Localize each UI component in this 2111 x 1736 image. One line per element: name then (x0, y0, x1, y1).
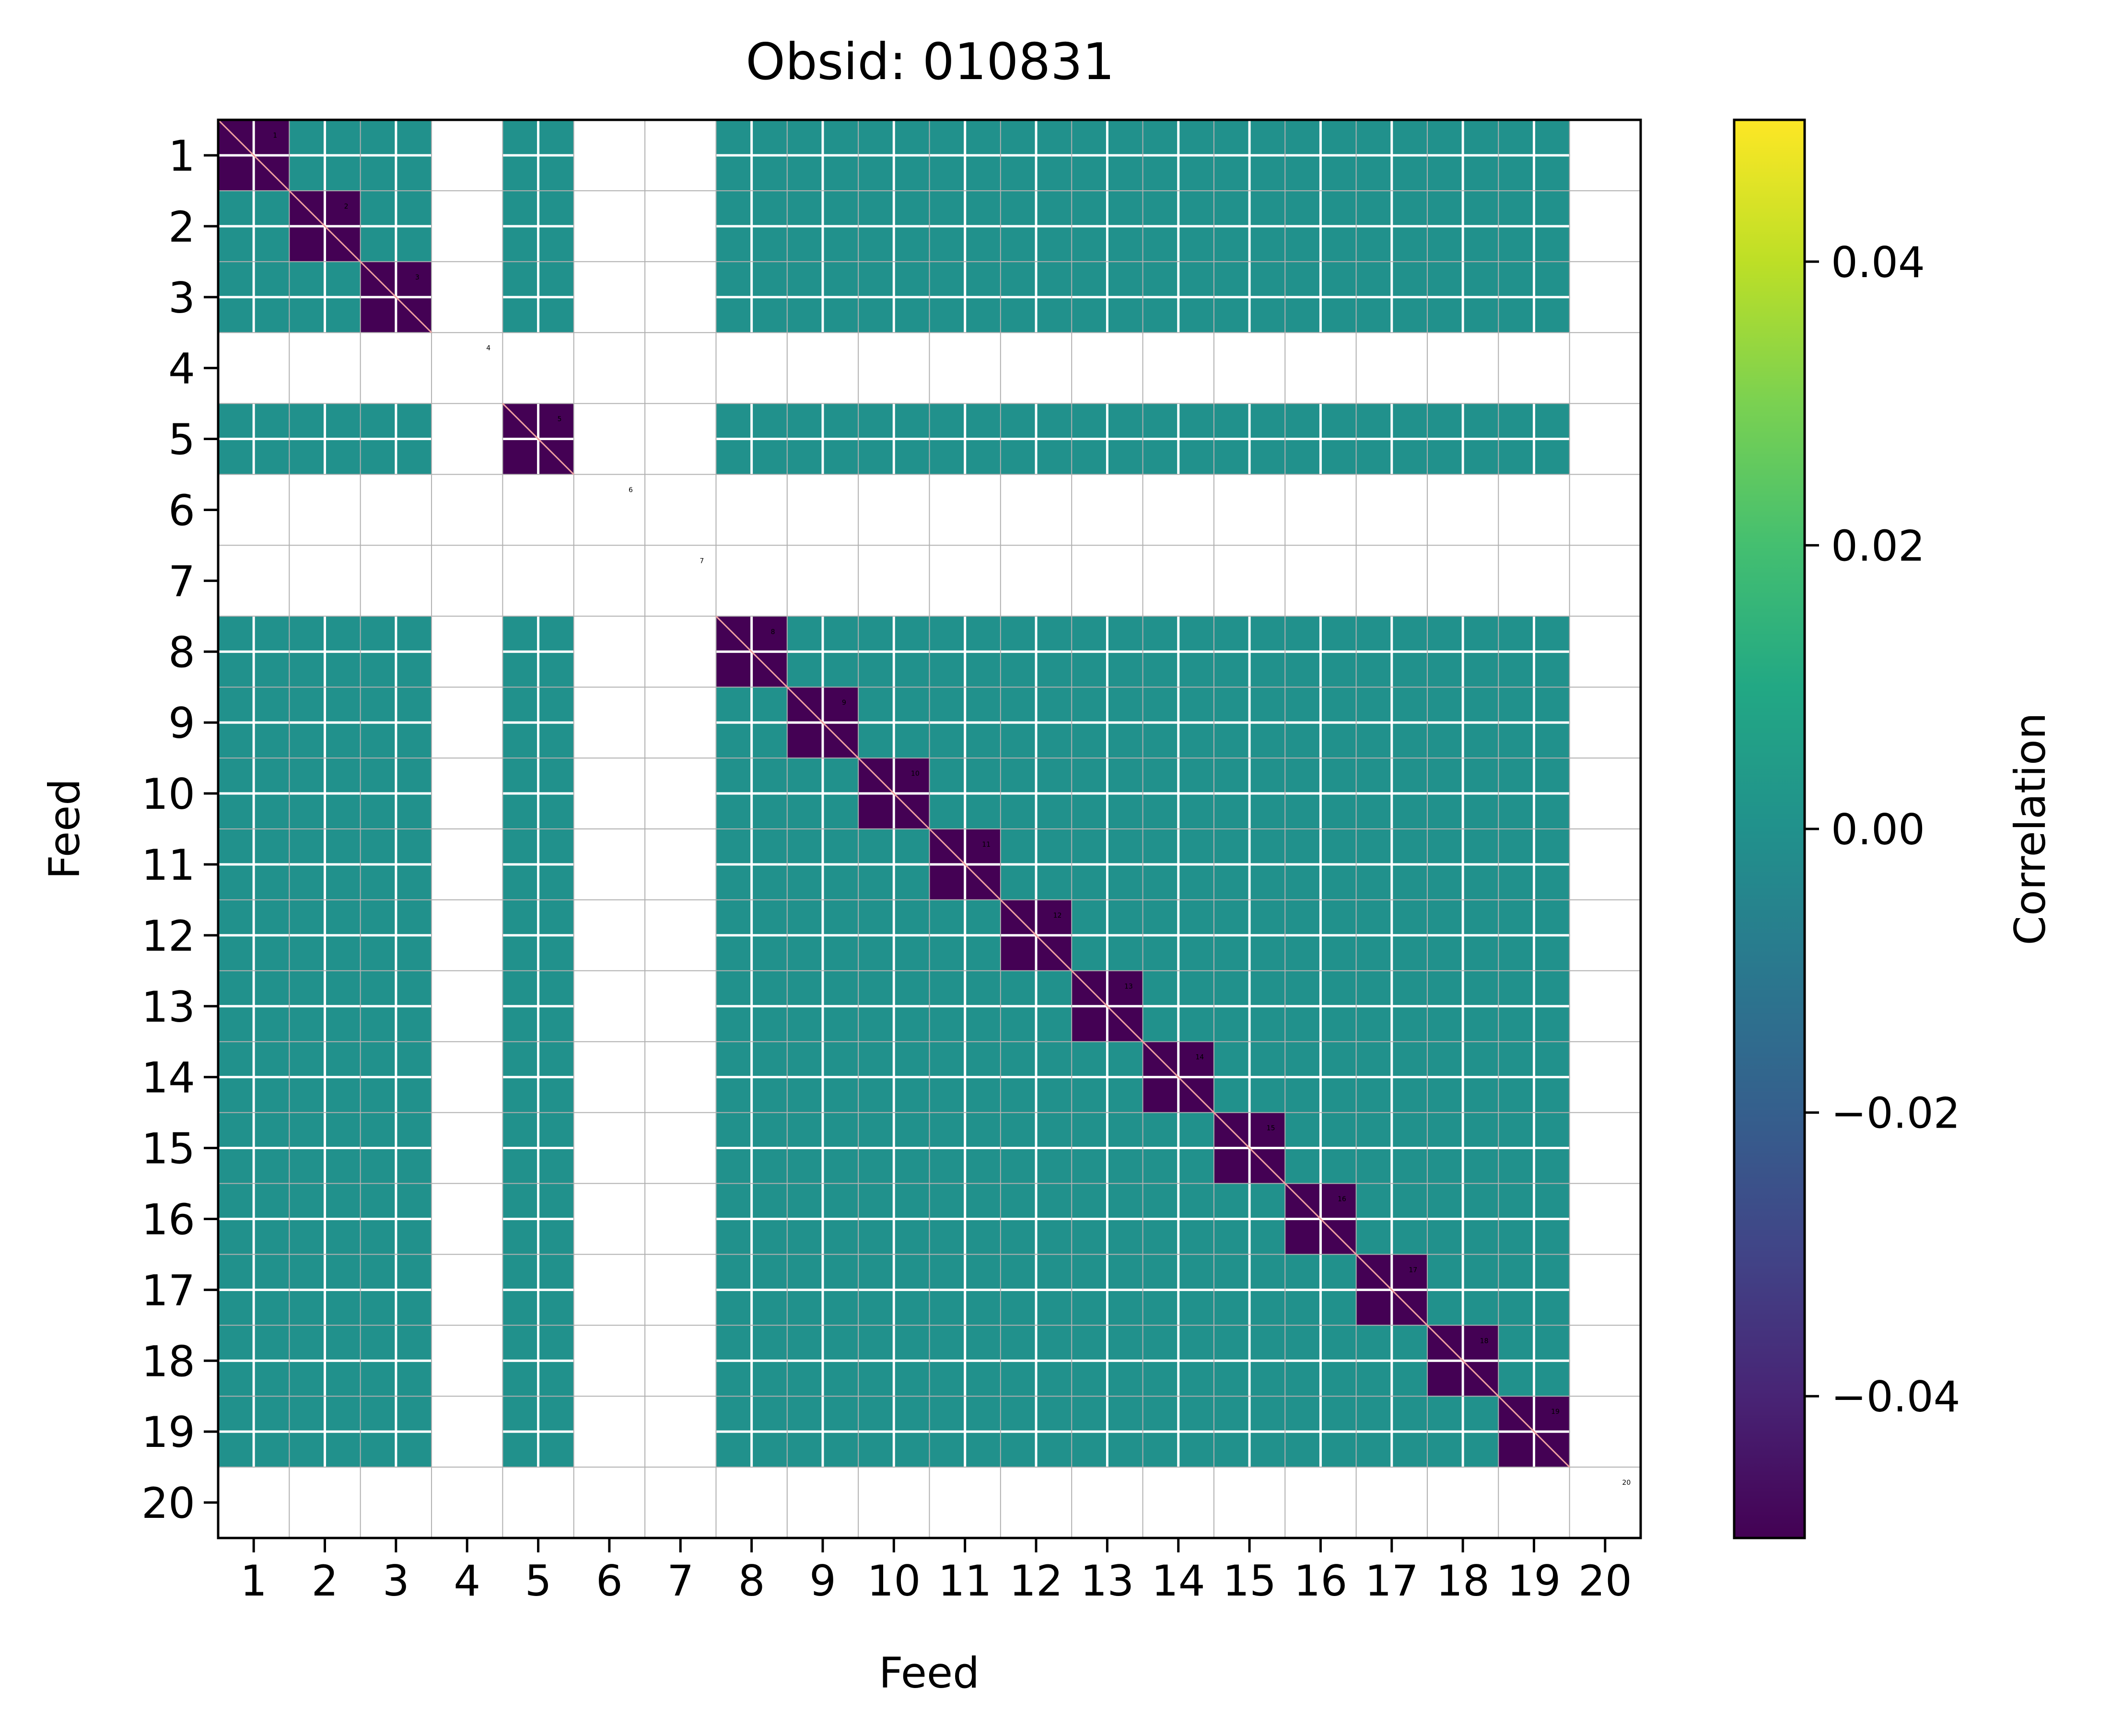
x-tick-labels: 1 2 3 4 5 6 7 8 9 10 11 12 13 14 15 16 17 18 19 20 (240, 1556, 1632, 1606)
diagonal-line (786, 687, 859, 759)
y-tick-label: 12 (141, 911, 195, 961)
x-tick-label: 9 (809, 1556, 836, 1606)
x-tick-label: 1 (240, 1556, 267, 1606)
colorbar-tick-label: −0.04 (1831, 1372, 1960, 1421)
x-tick-label: 13 (1080, 1556, 1134, 1606)
diagonal-line (1498, 1396, 1570, 1468)
diagonal-line (858, 757, 930, 830)
y-tick-label: 17 (141, 1266, 195, 1315)
y-tick-label: 9 (168, 699, 195, 748)
diagonal-line (1426, 1325, 1499, 1397)
x-tick-marks (252, 1538, 1607, 1552)
diagonal-feed-label: 7 (700, 557, 704, 565)
y-tick-label: 10 (141, 769, 195, 819)
diagonal-line (1071, 970, 1143, 1042)
diagonal-feed-label: 6 (629, 486, 633, 494)
x-tick-label: 15 (1223, 1556, 1276, 1606)
diagonal-line (502, 403, 574, 475)
x-tick-label: 16 (1294, 1556, 1347, 1606)
y-tick-label: 4 (168, 344, 195, 394)
y-tick-label: 11 (141, 840, 195, 890)
y-tick-label: 18 (141, 1337, 195, 1386)
diagonal-feed-label: 20 (1622, 1479, 1631, 1487)
diagonal-feed-label: 4 (486, 345, 490, 352)
y-tick-label: 1 (168, 131, 195, 181)
diagonal-line (1355, 1254, 1428, 1326)
diagonal-line (289, 190, 361, 262)
y-tick-label: 2 (168, 202, 195, 252)
diagonal-feed-label: 1 (273, 132, 277, 140)
colorbar: −0.04 −0.02 0.00 0.02 0.04 Correlation (1733, 118, 2055, 1539)
diagonal-feed-label: 18 (1480, 1337, 1489, 1345)
diagonal-feed-label: 12 (1053, 912, 1062, 920)
diagonal-feed-label: 17 (1409, 1266, 1417, 1274)
y-tick-marks (204, 154, 218, 1504)
x-axis: 1 2 3 4 5 6 7 8 9 10 11 12 13 14 15 16 17 18 19 20 Feed (240, 1538, 1632, 1698)
x-tick-label: 2 (312, 1556, 338, 1606)
y-tick-label: 8 (168, 628, 195, 677)
diagonal-feed-label: 13 (1124, 983, 1133, 990)
diagonal-feed-label: 16 (1338, 1195, 1346, 1203)
y-tick-label: 16 (141, 1195, 195, 1244)
x-tick-label: 5 (525, 1556, 552, 1606)
diagonal-line (715, 616, 788, 688)
colorbar-tick-label: 0.00 (1831, 805, 1925, 854)
diagonal-feed-label: 5 (558, 416, 562, 423)
y-tick-label: 15 (141, 1124, 195, 1174)
chart-title: Obsid: 010831 (746, 33, 1114, 91)
colorbar-tick-label: −0.02 (1831, 1089, 1960, 1138)
colorbar-gradient (1733, 118, 1806, 1539)
plot-frame (217, 118, 1642, 1539)
x-tick-label: 6 (596, 1556, 623, 1606)
x-tick-label: 3 (383, 1556, 409, 1606)
diagonal-feed-label: 9 (842, 699, 846, 707)
diagonal-line (1142, 1041, 1214, 1113)
x-tick-label: 17 (1365, 1556, 1419, 1606)
y-tick-label: 6 (168, 486, 195, 535)
diagonal-line (360, 261, 432, 333)
y-tick-label: 19 (141, 1408, 195, 1457)
y-tick-label: 13 (141, 982, 195, 1032)
x-axis-label: Feed (879, 1648, 980, 1698)
x-tick-label: 20 (1578, 1556, 1632, 1606)
colorbar-ticks: −0.04 −0.02 0.00 0.02 0.04 (1805, 238, 1960, 1421)
diagonal-feed-label: 2 (344, 203, 349, 210)
y-tick-label: 20 (141, 1479, 195, 1528)
colorbar-label: Correlation (2006, 712, 2055, 945)
diagonal-feed-label: 15 (1267, 1125, 1275, 1132)
x-tick-label: 4 (454, 1556, 480, 1606)
colorbar-tick-label: 0.02 (1831, 521, 1925, 571)
diagonal-feed-label: 19 (1551, 1408, 1560, 1416)
x-tick-label: 8 (738, 1556, 765, 1606)
x-tick-label: 12 (1009, 1556, 1063, 1606)
x-tick-label: 7 (667, 1556, 694, 1606)
colorbar-tick-label: 0.04 (1831, 238, 1925, 287)
x-tick-label: 10 (867, 1556, 921, 1606)
diagonal-feed-label: 10 (911, 770, 920, 778)
x-tick-label: 19 (1507, 1556, 1561, 1606)
diagonal-line (1284, 1183, 1357, 1255)
diagonal-feed-label: 14 (1195, 1054, 1204, 1061)
y-tick-label: 7 (168, 557, 195, 606)
diagonal-line (217, 119, 290, 191)
diagonal-feed-label: 8 (771, 628, 775, 636)
y-tick-label: 5 (168, 415, 195, 465)
x-tick-label: 11 (938, 1556, 992, 1606)
y-axis-label: Feed (40, 779, 89, 879)
y-tick-label: 14 (141, 1053, 195, 1103)
diagonal-line (1213, 1112, 1286, 1184)
diagonal-feed-label: 3 (415, 274, 420, 281)
y-tick-label: 3 (168, 273, 195, 323)
diagonal-feed-label: 11 (982, 841, 991, 849)
diagonal-line (1000, 899, 1073, 971)
x-tick-label: 18 (1436, 1556, 1490, 1606)
x-tick-label: 14 (1152, 1556, 1205, 1606)
diagonal-cells (217, 119, 1570, 1468)
diagonal-line (929, 828, 1001, 900)
